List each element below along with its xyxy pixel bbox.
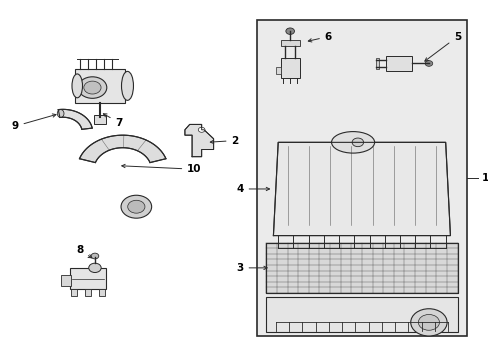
Bar [99, 289, 105, 296]
Ellipse shape [121, 71, 133, 100]
Bar [265, 243, 457, 293]
Circle shape [198, 127, 204, 132]
Bar [280, 40, 299, 45]
Bar [85, 289, 90, 296]
Bar [256, 21, 466, 336]
Bar [61, 275, 71, 286]
Bar [265, 297, 457, 332]
Text: 2: 2 [210, 136, 238, 145]
Polygon shape [58, 109, 92, 129]
Circle shape [88, 263, 101, 273]
Circle shape [410, 309, 446, 336]
Bar [70, 268, 106, 289]
Text: 10: 10 [122, 164, 202, 174]
Circle shape [285, 28, 294, 35]
Ellipse shape [331, 132, 374, 153]
Text: 1: 1 [481, 173, 488, 183]
Ellipse shape [57, 109, 64, 117]
Circle shape [78, 77, 106, 98]
Text: 3: 3 [236, 263, 266, 273]
Bar [376, 58, 378, 69]
Bar [94, 116, 106, 125]
Circle shape [83, 81, 101, 94]
Bar [75, 69, 125, 103]
Text: 8: 8 [76, 245, 92, 258]
Bar [71, 289, 77, 296]
Text: 6: 6 [307, 32, 331, 42]
Polygon shape [80, 135, 165, 163]
Circle shape [418, 315, 439, 330]
Text: 4: 4 [236, 184, 269, 194]
Polygon shape [184, 125, 213, 157]
Text: 7: 7 [103, 114, 122, 128]
Text: 5: 5 [424, 32, 460, 61]
Bar [265, 243, 457, 293]
Circle shape [127, 200, 144, 213]
Circle shape [424, 60, 432, 66]
Text: 9: 9 [11, 114, 56, 131]
Bar [385, 56, 411, 71]
Circle shape [91, 253, 99, 259]
Circle shape [121, 195, 151, 218]
Ellipse shape [72, 74, 82, 98]
Circle shape [351, 138, 363, 147]
Bar [280, 58, 299, 78]
Bar [275, 67, 280, 74]
Polygon shape [273, 142, 449, 235]
